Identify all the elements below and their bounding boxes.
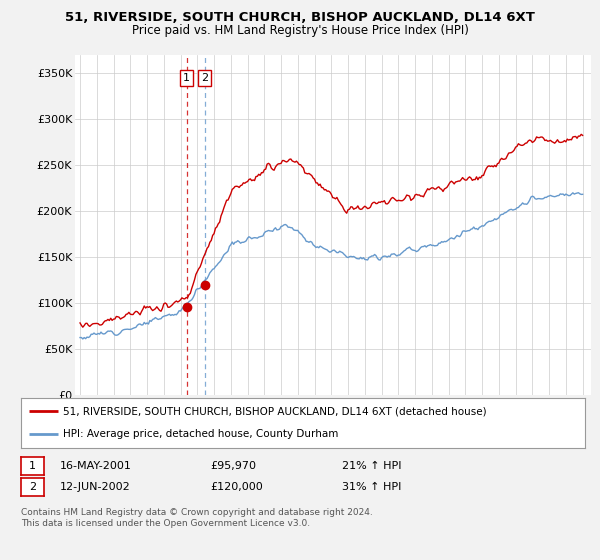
Text: 21% ↑ HPI: 21% ↑ HPI [342,461,401,471]
Text: 51, RIVERSIDE, SOUTH CHURCH, BISHOP AUCKLAND, DL14 6XT (detached house): 51, RIVERSIDE, SOUTH CHURCH, BISHOP AUCK… [64,406,487,416]
Text: 16-MAY-2001: 16-MAY-2001 [60,461,132,471]
Text: 12-JUN-2002: 12-JUN-2002 [60,482,131,492]
Text: 31% ↑ HPI: 31% ↑ HPI [342,482,401,492]
Text: 2: 2 [201,73,208,83]
Text: 1: 1 [29,461,36,471]
Text: 2: 2 [29,482,36,492]
Text: HPI: Average price, detached house, County Durham: HPI: Average price, detached house, Coun… [64,430,338,440]
Text: Contains HM Land Registry data © Crown copyright and database right 2024.
This d: Contains HM Land Registry data © Crown c… [21,508,373,528]
Text: 51, RIVERSIDE, SOUTH CHURCH, BISHOP AUCKLAND, DL14 6XT: 51, RIVERSIDE, SOUTH CHURCH, BISHOP AUCK… [65,11,535,24]
Text: Price paid vs. HM Land Registry's House Price Index (HPI): Price paid vs. HM Land Registry's House … [131,24,469,36]
Text: £95,970: £95,970 [210,461,256,471]
Text: £120,000: £120,000 [210,482,263,492]
Text: 1: 1 [183,73,190,83]
